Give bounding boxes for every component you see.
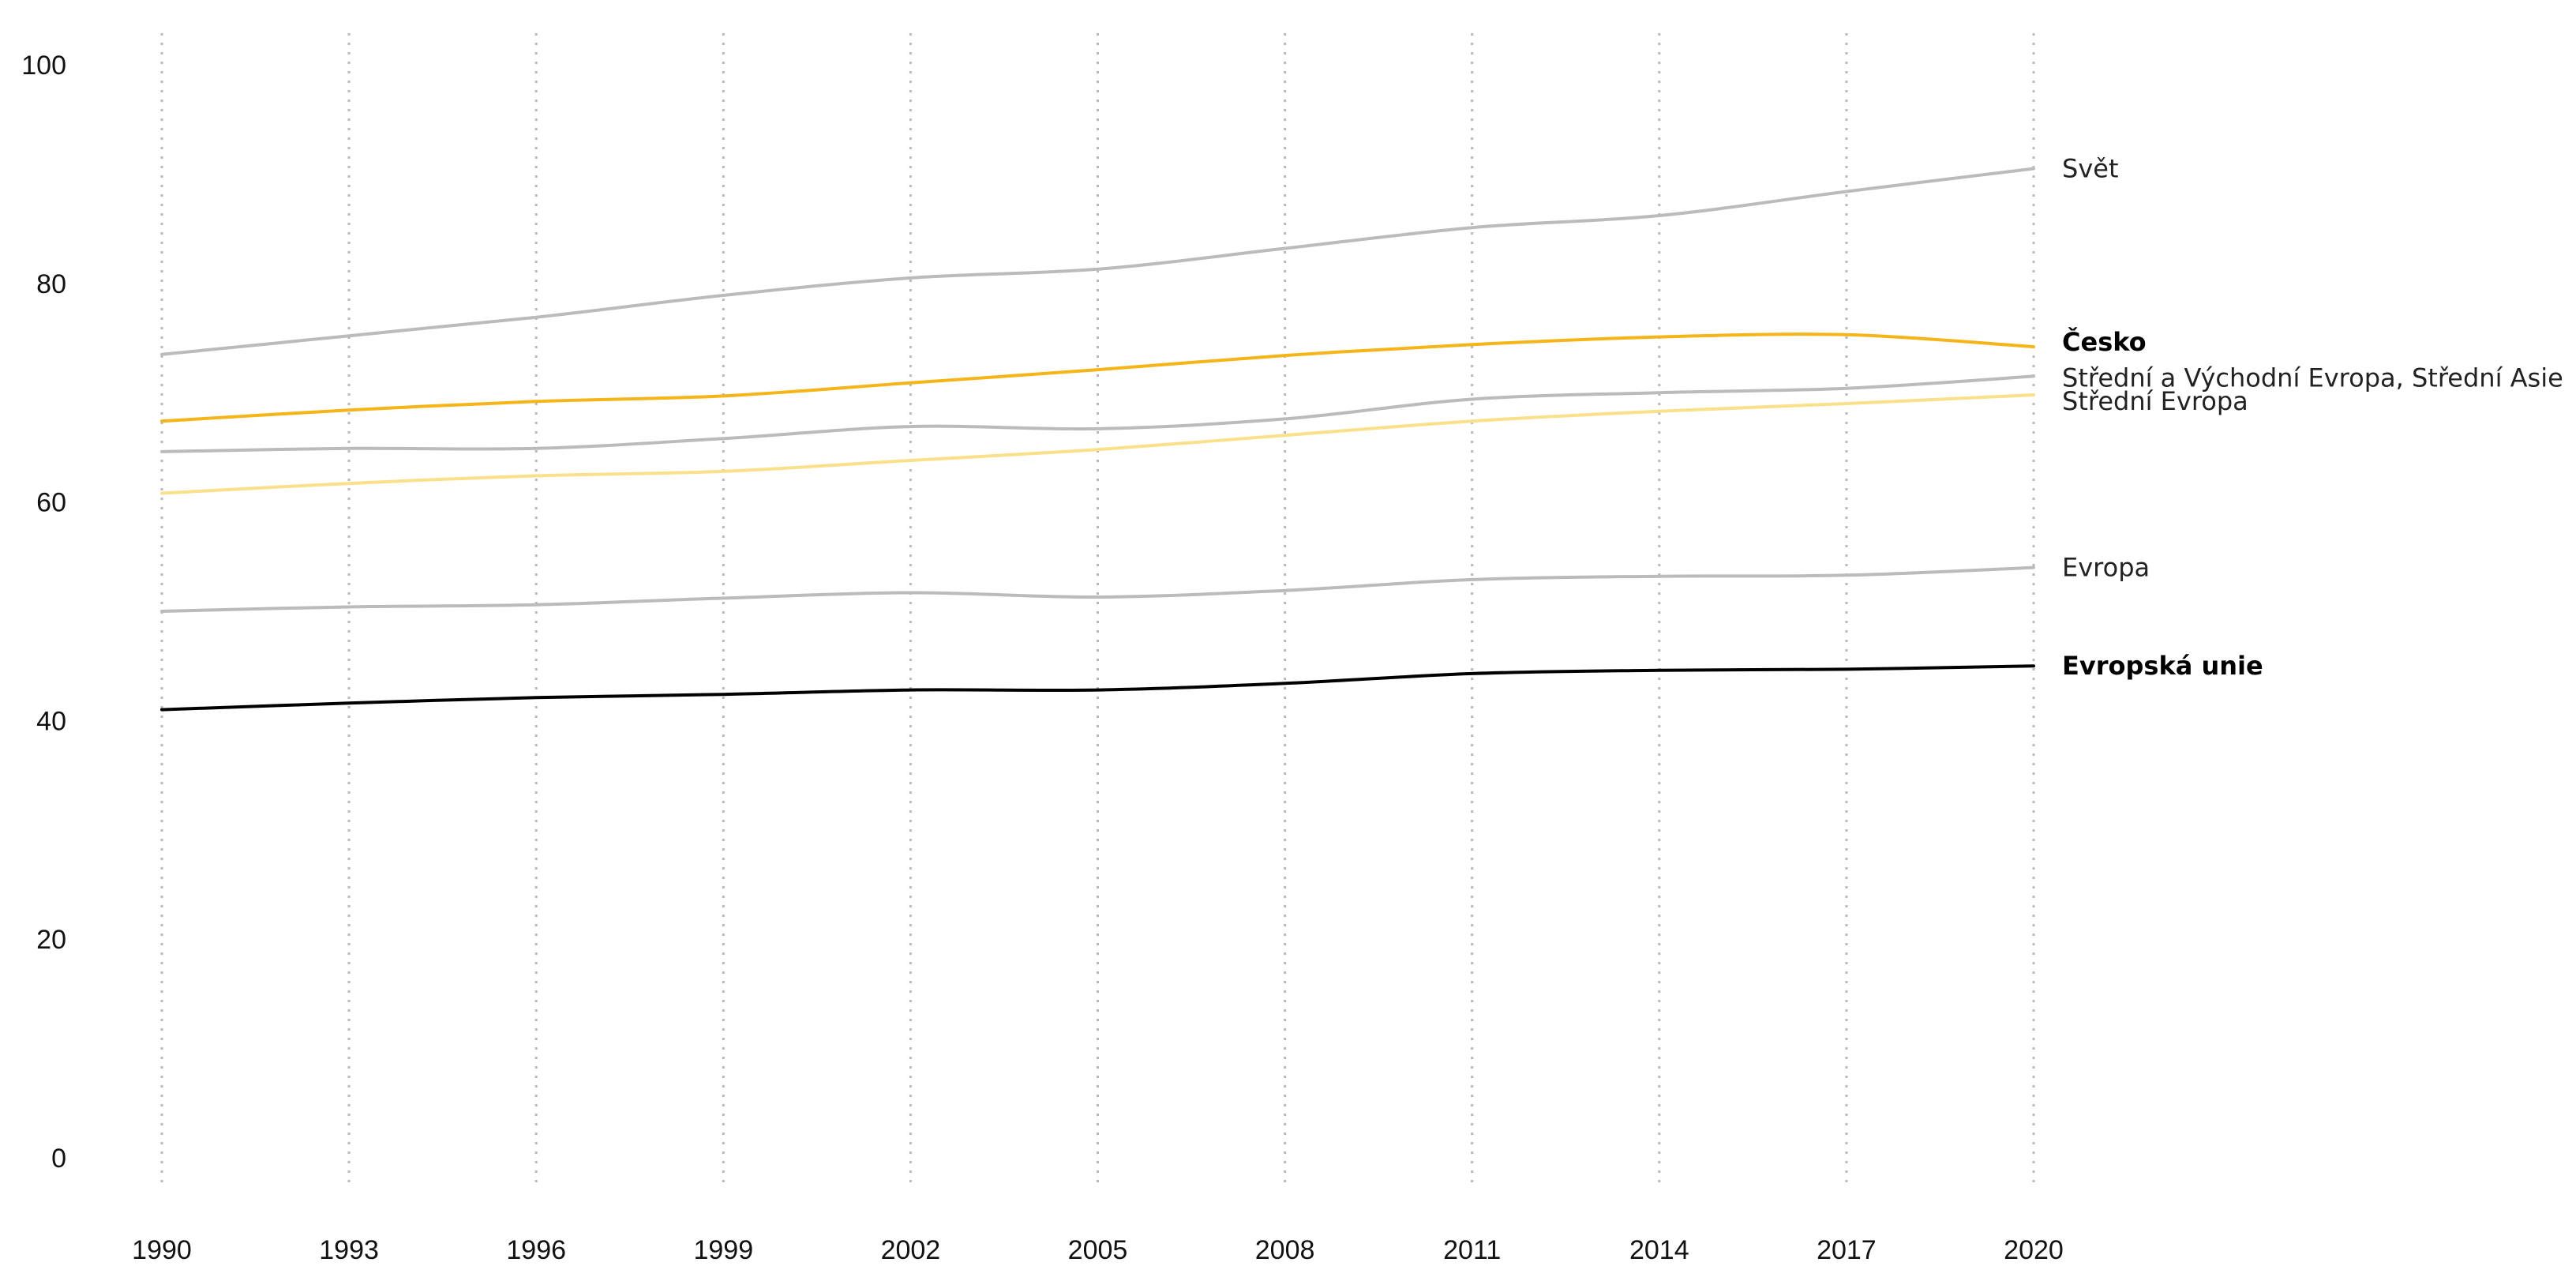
series-line-stredni-a-vychodni-evropa-stredni-asie [160, 374, 2035, 453]
series-label-evropa: Evropa [2062, 553, 2150, 583]
x-tick-label-1996: 1996 [506, 1235, 566, 1265]
series-label-evropska-unie: Evropská unie [2062, 651, 2263, 681]
series-labels: Svět Česko Střední a Východní Evropa, Stře… [2062, 153, 2563, 681]
series-label-stredni-evropa: Střední Evropa [2062, 386, 2248, 416]
x-tick-label-2014: 2014 [1629, 1235, 1689, 1265]
x-tick-label-1999: 1999 [693, 1235, 753, 1265]
series-label-svet: Svět [2062, 153, 2118, 183]
y-tick-label-80: 80 [36, 269, 66, 299]
x-tick-label-2020: 2020 [2004, 1235, 2064, 1265]
y-tick-label-20: 20 [36, 925, 66, 955]
y-tick-label-60: 60 [36, 488, 66, 518]
y-tick-label-0: 0 [51, 1144, 66, 1174]
x-tick-label-2005: 2005 [1068, 1235, 1128, 1265]
series-line-svet [160, 167, 2035, 356]
series-line-evropska-unie [160, 664, 2035, 712]
x-axis: 1990 1993 1996 1999 2002 2005 2008 2011 2014 2017… [132, 1235, 2064, 1265]
series-line-evropa [160, 565, 2035, 613]
series-line-stredni-evropa [160, 393, 2035, 495]
x-tick-label-1990: 1990 [132, 1235, 192, 1265]
y-tick-label-40: 40 [36, 706, 66, 736]
y-axis: 0 20 40 60 80 100 [21, 51, 66, 1174]
gridlines [160, 33, 2035, 1189]
x-tick-label-2002: 2002 [881, 1235, 941, 1265]
x-tick-label-2011: 2011 [1443, 1235, 1501, 1265]
series-label-stredni-a-vychodni-evropa-stredni-asie: Střední a Východní Evropa, Střední Asie [2062, 363, 2563, 393]
x-tick-label-2017: 2017 [1817, 1235, 1877, 1265]
x-tick-label-2008: 2008 [1255, 1235, 1315, 1265]
series-label-cesko: Česko [2062, 326, 2147, 357]
y-tick-label-100: 100 [21, 51, 66, 81]
series-line-cesko [160, 332, 2035, 423]
x-tick-label-1993: 1993 [319, 1235, 379, 1265]
series-lines [160, 167, 2035, 712]
